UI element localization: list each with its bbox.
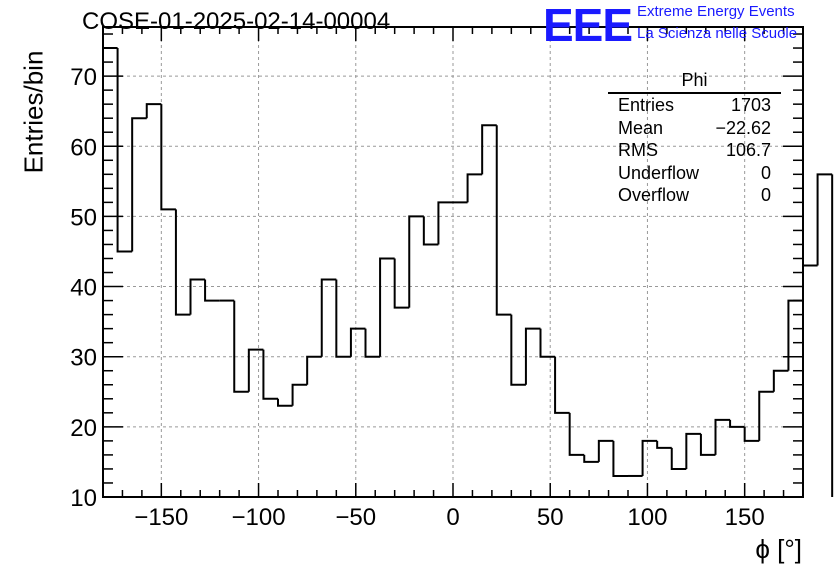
- histogram-bin: [743, 426, 760, 442]
- x-tick-label: 50: [537, 504, 564, 531]
- histogram-bin: [685, 432, 701, 469]
- histogram-bin: [437, 201, 453, 245]
- y-tick-label: 60: [70, 134, 97, 161]
- histogram-bin: [189, 278, 206, 315]
- stats-value: 1703: [730, 95, 771, 115]
- histogram-bin: [233, 300, 249, 393]
- stats-value: 0: [760, 185, 771, 205]
- histogram-bin: [641, 439, 658, 476]
- y-tick-label: 30: [70, 345, 97, 372]
- stats-label: Overflow: [618, 185, 690, 205]
- eee-logo-line1: Extreme Energy Events: [637, 3, 795, 20]
- histogram-bin: [787, 299, 803, 371]
- stats-label: Entries: [618, 95, 675, 115]
- histogram-bin: [408, 215, 424, 308]
- histogram-bin: [131, 117, 147, 252]
- tick-labels: −150 −100 −50 0 50 100 150 10 20 30 40 50 60 70: [70, 64, 764, 531]
- histogram-bin: [379, 257, 395, 357]
- histogram-bin: [568, 412, 585, 456]
- x-tick-label: −100: [232, 504, 286, 531]
- x-tick-label: −50: [335, 504, 376, 531]
- stats-row-mean: Mean −22.62: [612, 117, 777, 140]
- histogram-bin: [758, 390, 774, 441]
- histogram-bin: [277, 398, 293, 407]
- histogram-bin: [204, 279, 220, 302]
- histogram-bin: [335, 279, 351, 358]
- histogram-bin: [262, 349, 278, 400]
- histogram-bin: [729, 419, 745, 428]
- histogram-bin: [174, 209, 191, 316]
- histogram-bin: [116, 48, 133, 253]
- stats-divider: [608, 92, 781, 94]
- histogram-bin: [160, 104, 176, 211]
- histogram-bin: [510, 314, 526, 386]
- histogram-bin: [495, 125, 512, 316]
- histogram-bin: [466, 173, 483, 203]
- x-tick-label: 150: [725, 504, 765, 531]
- chart-title: COSE-01-2025-02-14-00004: [82, 8, 391, 35]
- stats-row-entries: Entries 1703: [612, 94, 777, 117]
- y-tick-label: 70: [70, 64, 97, 91]
- histogram-bin: [612, 440, 628, 477]
- stats-value: 0: [760, 162, 771, 183]
- histogram-bin: [583, 454, 599, 463]
- histogram-bin: [320, 278, 337, 357]
- histogram-bin: [393, 258, 410, 309]
- histogram-bin: [349, 327, 366, 357]
- x-axis-label: ϕ [°]: [755, 534, 802, 564]
- histogram-bin: [539, 328, 556, 358]
- histogram-bin: [816, 173, 833, 266]
- histogram-bin: [772, 369, 789, 392]
- histogram-bin: [524, 327, 541, 385]
- histogram-bin: [597, 439, 614, 462]
- histogram-bin: [422, 216, 439, 246]
- y-axis-label: Entries/bin: [18, 50, 49, 174]
- histogram-bin: [699, 433, 716, 456]
- histogram-bin: [364, 328, 381, 358]
- histogram-bin: [481, 124, 497, 175]
- histogram-bin: [247, 348, 264, 392]
- y-tick-label: 10: [70, 485, 97, 512]
- eee-logo-line2: La Scienza nelle Scuole: [637, 25, 798, 42]
- y-tick-label: 40: [70, 275, 97, 302]
- x-tick-label: 100: [627, 504, 667, 531]
- stats-label: Mean: [618, 117, 664, 138]
- stats-title: Phi: [681, 70, 708, 90]
- histogram-bin: [714, 418, 731, 455]
- y-tick-label: 20: [70, 415, 97, 442]
- histogram-bin: [145, 103, 162, 119]
- histogram-bin: [656, 440, 672, 449]
- histogram-bin: [554, 356, 570, 414]
- x-tick-label: 0: [446, 504, 459, 531]
- stats-value: 106.7: [725, 140, 771, 160]
- eee-logo: EEE: [543, 0, 633, 51]
- histogram-bin: [670, 447, 687, 470]
- stats-value: −22.62: [715, 117, 771, 138]
- histogram-bin: [306, 355, 322, 385]
- y-tick-label: 50: [70, 204, 97, 231]
- histogram-bin: [291, 383, 308, 406]
- axis-ticks: [102, 27, 804, 498]
- stats-row-rms: RMS 106.7: [612, 139, 777, 162]
- stats-row-overflow: Overflow 0: [612, 184, 777, 207]
- stats-label: RMS: [618, 140, 658, 160]
- grid-lines: [103, 27, 803, 497]
- x-tick-label: −150: [134, 504, 188, 531]
- histogram-bin: [802, 264, 818, 301]
- stats-label: Underflow: [618, 162, 700, 183]
- stats-box: Phi Entries 1703 Mean −22.62 RMS 106.7 U…: [608, 70, 781, 207]
- stats-row-underflow: Underflow 0: [612, 162, 777, 185]
